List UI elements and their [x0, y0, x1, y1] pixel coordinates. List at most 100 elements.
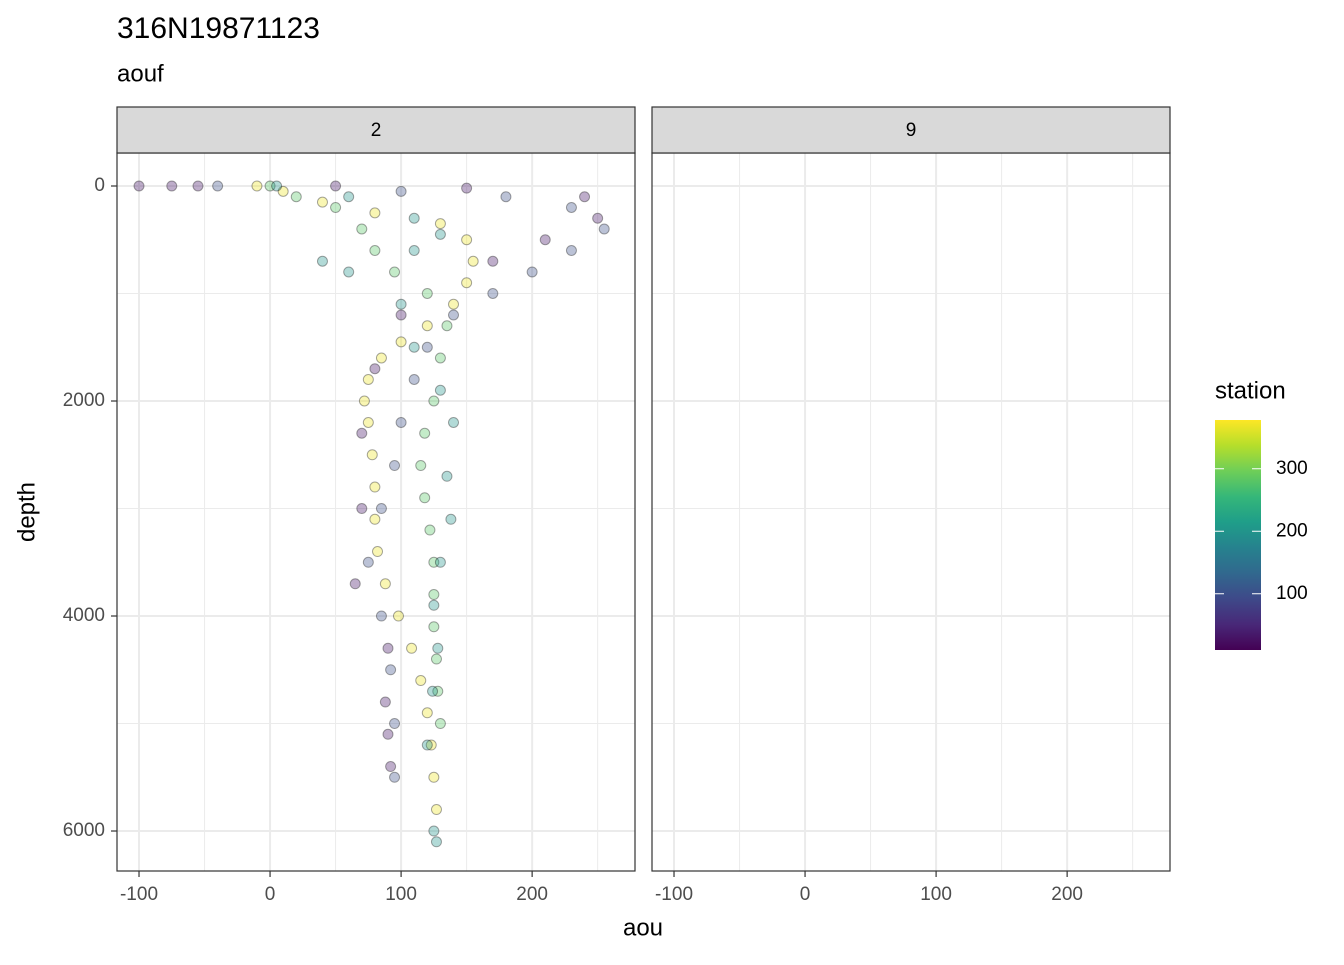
- data-point: [427, 685, 439, 697]
- x-tick-label: 100: [385, 884, 417, 905]
- data-point: [421, 739, 433, 751]
- x-axis-title: aou: [623, 914, 663, 941]
- data-point: [385, 761, 397, 773]
- y-tick-label: 0: [94, 175, 105, 196]
- data-point: [434, 556, 446, 568]
- data-point: [349, 578, 361, 590]
- data-point: [430, 653, 442, 665]
- data-point: [356, 223, 368, 235]
- colorbar-tick-label: 300: [1276, 458, 1308, 479]
- data-point: [330, 202, 342, 214]
- data-point: [369, 245, 381, 257]
- data-point: [362, 556, 374, 568]
- strip-background: [116, 106, 636, 154]
- data-point: [389, 266, 401, 278]
- data-point: [428, 621, 440, 633]
- data-point: [382, 642, 394, 654]
- data-point: [421, 320, 433, 332]
- data-point: [461, 182, 473, 194]
- y-tick-label: 2000: [63, 390, 105, 411]
- data-point: [565, 245, 577, 257]
- data-point: [356, 427, 368, 439]
- data-point: [428, 589, 440, 601]
- data-point: [430, 804, 442, 816]
- data-point: [375, 352, 387, 364]
- data-point: [487, 288, 499, 300]
- data-point: [372, 546, 384, 558]
- data-point: [343, 191, 355, 203]
- data-point: [434, 352, 446, 364]
- data-point: [432, 642, 444, 654]
- data-point: [369, 481, 381, 493]
- data-point: [421, 341, 433, 353]
- data-point: [369, 207, 381, 219]
- data-point: [316, 196, 328, 208]
- strip-label: 2: [371, 120, 382, 141]
- data-point: [408, 212, 420, 224]
- panel-background: [117, 153, 635, 871]
- chart-subtitle: aouf: [117, 60, 164, 87]
- data-point: [434, 228, 446, 240]
- data-point: [441, 320, 453, 332]
- data-point: [251, 180, 263, 192]
- data-point: [425, 739, 437, 751]
- data-point: [565, 202, 577, 214]
- colorbar: [1215, 420, 1261, 650]
- data-point: [461, 234, 473, 246]
- data-point: [415, 675, 427, 687]
- data-point: [421, 707, 433, 719]
- data-point: [375, 610, 387, 622]
- x-tick-label: 200: [516, 884, 548, 905]
- data-point: [395, 417, 407, 429]
- data-point: [369, 363, 381, 375]
- data-point: [166, 180, 178, 192]
- data-point: [343, 266, 355, 278]
- y-axis-title: depth: [13, 482, 40, 542]
- data-point: [430, 836, 442, 848]
- data-point: [395, 336, 407, 348]
- data-point: [448, 309, 460, 321]
- x-tick-label: 100: [920, 884, 952, 905]
- data-point: [487, 255, 499, 267]
- x-tick-label: 0: [265, 884, 276, 905]
- data-point: [406, 642, 418, 654]
- data-point: [375, 503, 387, 515]
- data-point: [592, 212, 604, 224]
- data-point: [526, 266, 538, 278]
- data-point: [539, 234, 551, 246]
- data-point: [434, 718, 446, 730]
- strip-label: 9: [906, 120, 917, 141]
- y-tick-label: 6000: [63, 820, 105, 841]
- data-point: [579, 191, 591, 203]
- data-point: [382, 728, 394, 740]
- data-point: [271, 180, 283, 192]
- strip-background: [651, 106, 1171, 154]
- data-point: [448, 417, 460, 429]
- data-point: [385, 664, 397, 676]
- data-point: [598, 223, 610, 235]
- data-point: [264, 180, 276, 192]
- data-point: [392, 610, 404, 622]
- data-point: [419, 427, 431, 439]
- data-point: [379, 696, 391, 708]
- x-tick-label: -100: [655, 884, 693, 905]
- data-point: [379, 578, 391, 590]
- data-point: [316, 255, 328, 267]
- data-point: [395, 309, 407, 321]
- data-point: [408, 341, 420, 353]
- data-point: [358, 395, 370, 407]
- data-point: [366, 449, 378, 461]
- data-point: [500, 191, 512, 203]
- data-point: [467, 255, 479, 267]
- data-point: [419, 492, 431, 504]
- colorbar-tick-label: 200: [1276, 520, 1308, 541]
- data-point: [441, 470, 453, 482]
- data-point: [445, 513, 457, 525]
- data-point: [290, 191, 302, 203]
- data-point: [434, 218, 446, 230]
- chart-title: 316N19871123: [117, 12, 320, 45]
- data-point: [428, 556, 440, 568]
- data-point: [428, 395, 440, 407]
- data-point: [277, 185, 289, 197]
